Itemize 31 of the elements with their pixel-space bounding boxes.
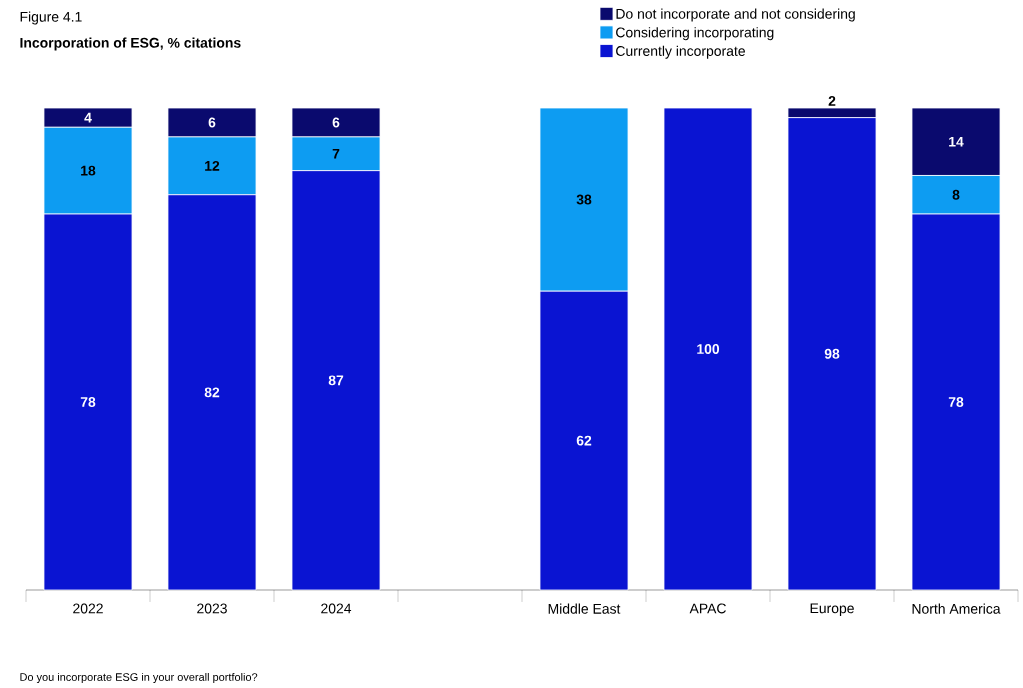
chart-title: Incorporation of ESG, % citations: [20, 37, 241, 51]
data-label: 98: [824, 348, 840, 359]
x-tick-label: 2022: [73, 603, 103, 614]
legend-label: Considering incorporating: [616, 27, 774, 41]
x-tick-label: Europe: [810, 603, 854, 617]
data-label: 78: [948, 397, 964, 407]
data-label: 78: [80, 397, 96, 407]
text: Do you incorporate ESG in your overall portfolio?: [20, 672, 258, 684]
data-label: 62: [576, 435, 592, 446]
x-tick-label: 2023: [197, 603, 227, 614]
x-tick-label: 2024: [321, 603, 352, 614]
bar: [663, 107, 753, 591]
data-label: 100: [697, 344, 720, 354]
x-tick-label: APAC: [689, 603, 726, 614]
data-label: 2: [828, 96, 836, 106]
data-label: 4: [84, 112, 92, 123]
data-label: 12: [205, 160, 220, 171]
caption: Figure 4.1: [20, 11, 82, 25]
x-tick-label: North America: [912, 603, 1001, 614]
data-label: 82: [204, 387, 220, 398]
data-label: 7: [332, 148, 340, 159]
data-label: 87: [328, 375, 344, 386]
data-label: 14: [949, 136, 964, 147]
data-label: 6: [332, 117, 340, 128]
data-label: 38: [576, 194, 592, 205]
data-label: 18: [81, 165, 96, 176]
legend-label: Currently incorporate: [616, 45, 745, 59]
legend-label: Do not incorporate and not considering: [616, 8, 855, 22]
data-label: 6: [208, 117, 216, 128]
data-label: 8: [952, 189, 960, 200]
x-tick-label: Middle East: [548, 603, 621, 614]
